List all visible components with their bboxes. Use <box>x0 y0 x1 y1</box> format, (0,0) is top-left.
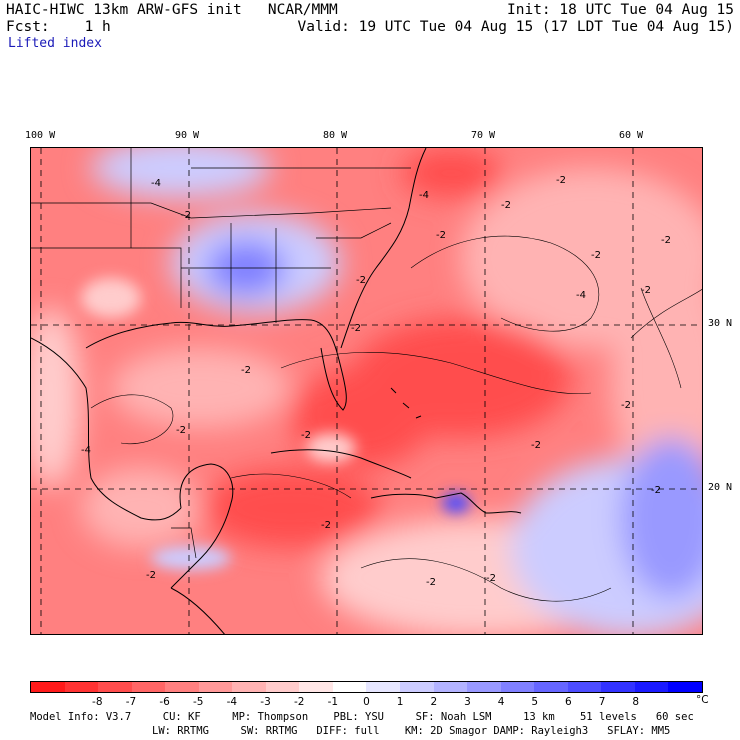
colorbar-swatch <box>232 682 266 692</box>
colorbar-swatch <box>467 682 501 692</box>
colorbar-swatch <box>332 682 367 692</box>
contours <box>90 235 702 602</box>
colorbar-tick-label: -8 <box>92 696 103 708</box>
colorbar-tick-label: -2 <box>293 696 305 708</box>
contour-label: -2 <box>486 573 496 584</box>
lifted-index-map[interactable]: -4 -2 -4 -2 -2 -2 -2 -4 -2 -2 -2 -2 -2 -… <box>30 147 703 635</box>
lat-label-20n: 20 N <box>708 482 733 493</box>
contour-label: -2 <box>436 230 446 241</box>
colorbar-swatch <box>601 682 635 692</box>
colorbar-swatch <box>64 682 99 692</box>
contour-label: -2 <box>661 235 671 246</box>
footer-model-info: Model Info: V3.7 CU: KF MP: Thompson PBL… <box>30 711 694 723</box>
colorbar-swatch <box>668 682 702 692</box>
colorbar-swatch <box>634 682 669 692</box>
colorbar-tick-label: -4 <box>226 696 238 708</box>
colorbar-unit: °C <box>696 694 709 706</box>
contour-label: -2 <box>321 520 331 531</box>
contour-label: -4 <box>419 190 429 201</box>
contour-label: -2 <box>181 210 191 221</box>
contour-label: -4 <box>576 290 586 301</box>
contour-label: -4 <box>81 445 91 456</box>
lon-label-90w: 90 W <box>175 130 200 141</box>
model-title: HAIC-HIWC 13km ARW-GFS init NCAR/MMM <box>6 2 338 18</box>
contour-label: -2 <box>651 485 661 496</box>
lat-label-30n: 30 N <box>708 318 733 329</box>
contour-label: -2 <box>356 275 366 286</box>
colorbar-tick-label: -7 <box>125 696 137 708</box>
footer-physics-info: LW: RRTMG SW: RRTMG DIFF: full KM: 2D Sm… <box>152 725 671 737</box>
contour-label: -2 <box>351 323 361 334</box>
colorbar-swatch <box>534 682 568 692</box>
coastlines <box>31 148 522 634</box>
contour-label: -2 <box>591 250 601 261</box>
lon-label-100w: 100 W <box>25 130 56 141</box>
colorbar-tick-label: -3 <box>260 696 271 708</box>
variable-name: Lifted index <box>8 36 102 51</box>
graticule <box>31 148 702 634</box>
colorbar-swatch <box>567 682 602 692</box>
colorbar-swatch <box>265 682 300 692</box>
colorbar-swatch <box>165 682 199 692</box>
contour-label: -2 <box>556 175 566 186</box>
lon-label-70w: 70 W <box>471 130 496 141</box>
contour-label: -2 <box>146 570 156 581</box>
colorbar-tick-label: 2 <box>430 696 438 708</box>
lon-label-80w: 80 W <box>323 130 348 141</box>
contour-label: -2 <box>641 285 651 296</box>
valid-time: Valid: 19 UTC Tue 04 Aug 15 (17 LDT Tue … <box>297 19 735 35</box>
colorbar-tick-label: 0 <box>363 696 370 708</box>
colorbar-swatch <box>433 682 468 692</box>
contour-label: -2 <box>176 425 186 436</box>
init-time: Init: 18 UTC Tue 04 Aug 15 <box>507 2 734 18</box>
political-borders <box>31 148 411 559</box>
contour-label: -2 <box>426 577 436 588</box>
contour-label: -2 <box>531 440 541 451</box>
colorbar-swatch <box>98 682 132 692</box>
contour-label: -2 <box>621 400 631 411</box>
colorbar-swatch <box>198 682 233 692</box>
forecast-hour: Fcst: 1 h <box>6 19 111 35</box>
contour-label: -2 <box>501 200 511 211</box>
colorbar-swatch <box>366 682 401 692</box>
colorbar-swatch <box>299 682 333 692</box>
colorbar-tick-label: -6 <box>159 696 170 708</box>
colorbar-tick-label: -5 <box>193 696 204 708</box>
colorbar <box>30 681 703 693</box>
contour-label: -2 <box>301 430 311 441</box>
colorbar-tick-label: 1 <box>396 696 404 708</box>
lon-label-60w: 60 W <box>619 130 644 141</box>
colorbar-swatch <box>400 682 434 692</box>
colorbar-tick-label: 6 <box>565 696 572 708</box>
colorbar-tick-label: 3 <box>464 696 471 708</box>
contour-label: -2 <box>241 365 251 376</box>
colorbar-tick-label: 8 <box>632 696 640 708</box>
colorbar-swatch <box>31 682 65 692</box>
colorbar-swatch <box>131 682 166 692</box>
colorbar-swatch <box>500 682 535 692</box>
colorbar-tick-label: -1 <box>327 696 339 708</box>
colorbar-tick-label: 4 <box>497 696 505 708</box>
colorbar-tick-label: 7 <box>598 696 606 708</box>
field-detail <box>81 278 470 570</box>
field-shading <box>31 148 702 634</box>
colorbar-tick-label: 5 <box>531 696 539 708</box>
contour-label: -4 <box>151 178 161 189</box>
